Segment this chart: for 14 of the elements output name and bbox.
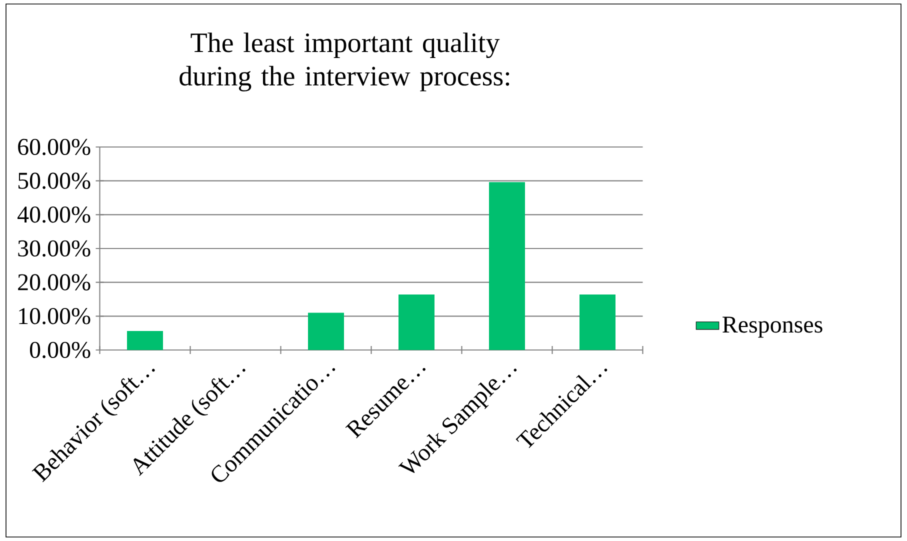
y-tick-label: 50.00% [18,172,90,189]
y-tick-label: 10.00% [19,308,90,324]
bar [308,312,344,350]
chart-title: The least important quality during the interview process: [180,32,510,92]
y-tick-label: 20.00% [18,274,90,290]
y-tick-label: 60.00% [18,138,90,156]
bar [398,294,434,350]
bar [488,182,525,350]
bar [579,294,616,350]
y-tick-label: 30.00% [18,240,90,257]
y-tick-label: 0.00% [30,342,90,358]
legend-label: Responses [722,316,822,338]
y-tick-label: 40.00% [18,206,90,223]
bar [127,331,164,350]
